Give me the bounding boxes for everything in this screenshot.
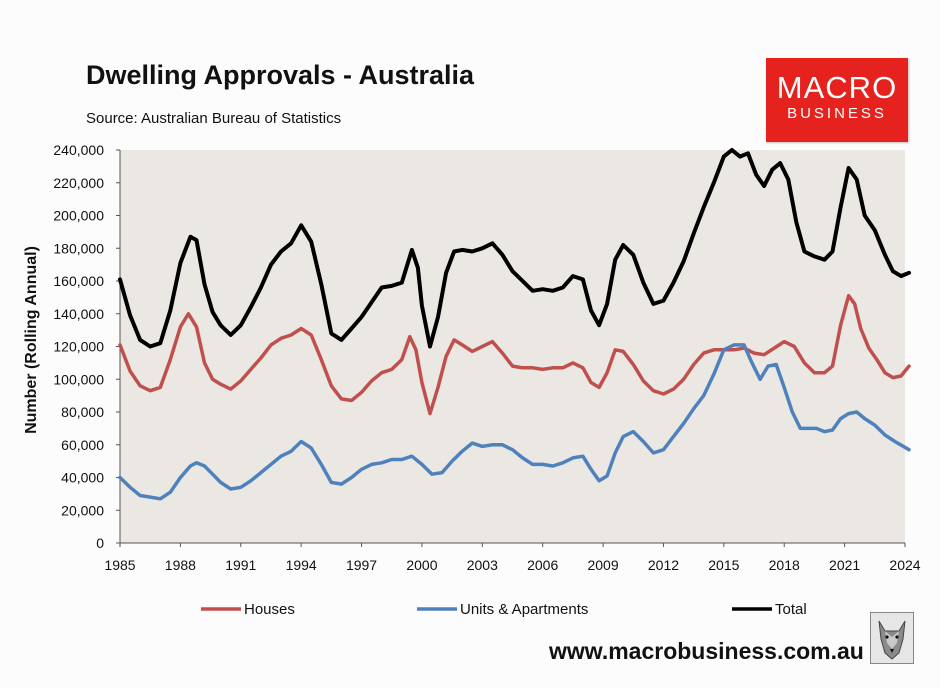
series-line-houses	[118, 293, 911, 416]
series-line-units-apartments	[118, 343, 911, 501]
y-tick-label: 140,000	[53, 306, 104, 322]
chart-title: Dwelling Approvals - Australia	[86, 60, 475, 90]
y-tick-label: 180,000	[53, 240, 104, 256]
y-tick-label: 160,000	[53, 273, 104, 289]
legend-label: Houses	[244, 601, 295, 618]
x-tick-label: 2021	[829, 557, 860, 573]
y-tick-label: 60,000	[61, 437, 104, 453]
x-tick-label: 1988	[165, 557, 196, 573]
y-tick-labels: 0 20,000 40,000 60,000 80,000 100,000 120,000 1…	[53, 142, 120, 551]
logo-line-2: BUSINESS	[787, 105, 887, 122]
y-tick-label: 120,000	[53, 339, 104, 355]
x-tick-label: 1985	[104, 557, 135, 573]
x-tick-label: 1997	[346, 557, 377, 573]
plot-area	[120, 150, 905, 543]
y-tick-label: 0	[96, 535, 104, 551]
y-axis-label: Number (Rolling Annual)	[23, 246, 40, 434]
x-tick-label: 2006	[527, 557, 558, 573]
logo-line-1: MACRO	[776, 70, 898, 105]
macrobusiness-logo: MACRO BUSINESS	[766, 58, 908, 142]
series-line-total	[118, 148, 911, 349]
legend: Houses Units & Apartments Total	[201, 601, 807, 618]
y-tick-label: 200,000	[53, 208, 104, 224]
legend-label: Units & Apartments	[460, 601, 588, 618]
x-tick-label: 2012	[648, 557, 679, 573]
y-tick-label: 20,000	[61, 502, 104, 518]
chart-source: Source: Australian Bureau of Statistics	[86, 110, 342, 127]
x-tick-label: 1994	[286, 557, 317, 573]
x-tick-label: 2015	[708, 557, 739, 573]
wolf-head-icon	[870, 612, 914, 664]
x-tick-label: 2003	[467, 557, 498, 573]
y-tick-label: 40,000	[61, 470, 104, 486]
y-tick-label: 220,000	[53, 175, 104, 191]
x-tick-label: 2024	[889, 557, 920, 573]
y-tick-label: 80,000	[61, 404, 104, 420]
legend-label: Total	[775, 601, 807, 618]
x-tick-label: 1991	[225, 557, 256, 573]
x-tick-labels: 1985 1988 1991 1994 1997 2000 2003 2006 2009 2012…	[104, 543, 921, 573]
x-tick-label: 2018	[769, 557, 800, 573]
y-tick-label: 240,000	[53, 142, 104, 158]
y-tick-label: 100,000	[53, 371, 104, 387]
website-url: www.macrobusiness.com.au	[549, 638, 864, 664]
series-lines	[118, 148, 911, 501]
x-tick-label: 2000	[406, 557, 437, 573]
x-tick-label: 2009	[587, 557, 618, 573]
